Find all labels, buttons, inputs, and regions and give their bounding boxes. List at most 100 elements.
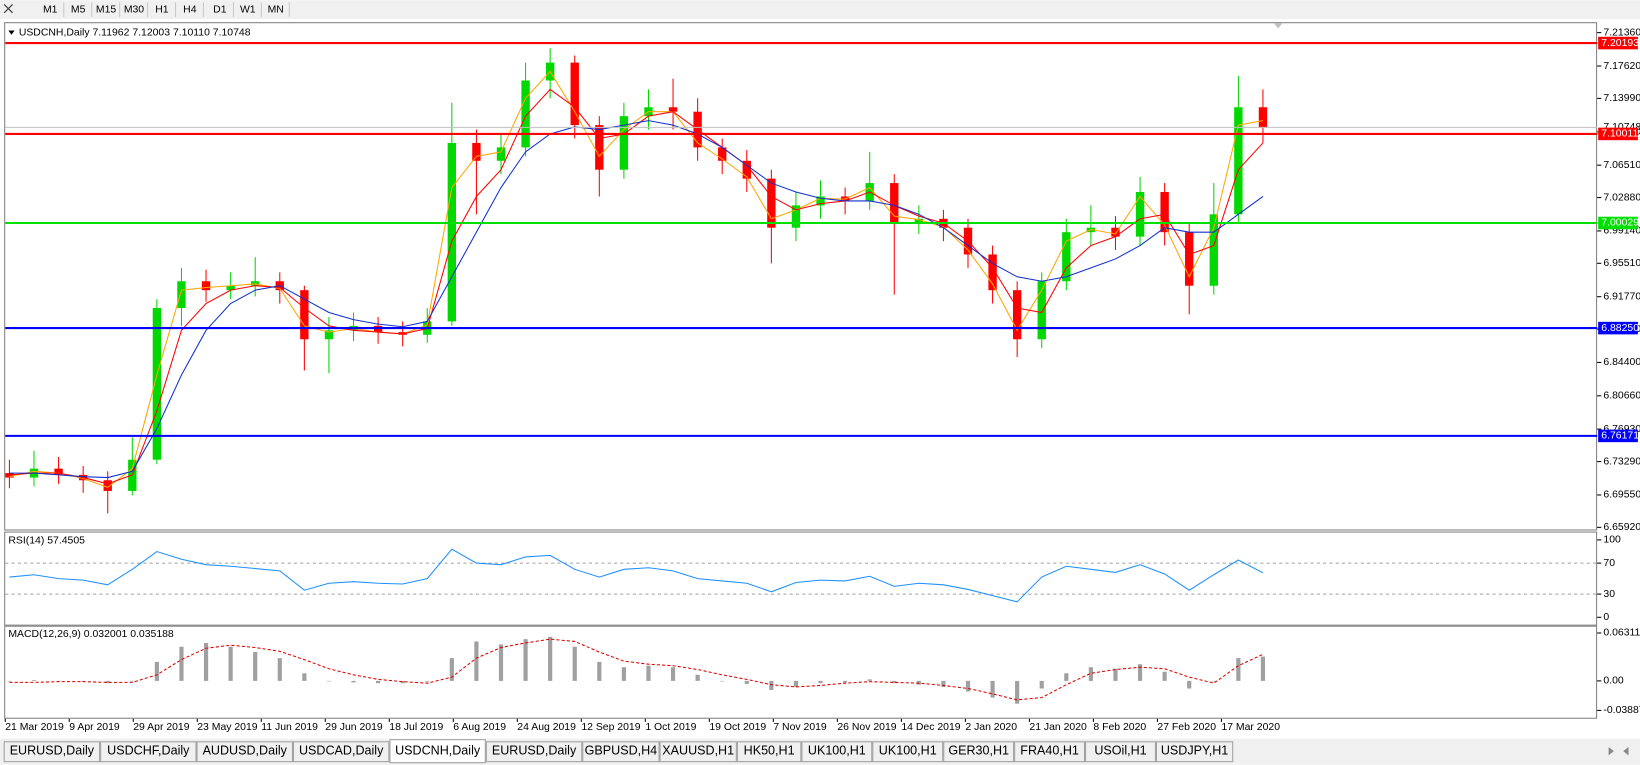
candle-body xyxy=(447,142,457,322)
timeframe-button[interactable]: H4 xyxy=(183,4,197,15)
tab-label[interactable]: USDJPY,H1 xyxy=(1161,743,1228,757)
macd-bar xyxy=(941,680,946,687)
tab[interactable] xyxy=(736,741,802,763)
macd-bar xyxy=(351,680,356,683)
tab[interactable] xyxy=(485,741,583,763)
timeframe-button[interactable]: M1 xyxy=(43,4,58,15)
level-label-box xyxy=(1598,127,1638,141)
macd-bar xyxy=(720,680,725,682)
tab[interactable] xyxy=(1155,741,1234,763)
shift-marker xyxy=(1273,23,1283,29)
x-tick-label: 7 Nov 2019 xyxy=(773,722,827,733)
y-tick-label: 6.84400 xyxy=(1603,357,1640,368)
timeframe-button[interactable]: MN xyxy=(268,4,284,15)
macd-bar xyxy=(1162,671,1167,681)
tab-scroll[interactable] xyxy=(1608,747,1629,756)
timeframe-button[interactable]: D1 xyxy=(213,4,227,15)
macd-bar xyxy=(31,680,37,681)
macd-bar xyxy=(1113,668,1118,681)
macd-bar xyxy=(1064,673,1069,681)
timeframe-button[interactable]: M5 xyxy=(71,4,86,15)
macd-bar xyxy=(1211,680,1216,682)
moving-average xyxy=(9,88,1264,485)
tab-label[interactable]: AUDUSD,Daily xyxy=(203,743,288,757)
tab-label[interactable]: UK100,H1 xyxy=(808,743,866,757)
level-label: 6.76171 xyxy=(1601,431,1639,442)
macd-bar xyxy=(253,652,258,681)
macd-bar xyxy=(130,680,135,682)
tab-label[interactable]: USOil,H1 xyxy=(1094,743,1146,757)
tab-label[interactable]: GBPUSD,H4 xyxy=(585,743,658,757)
tab-label[interactable]: EURUSD,Daily xyxy=(492,743,577,757)
candle-body xyxy=(1135,192,1145,237)
y-tick-label: 30 xyxy=(1603,589,1615,600)
moving-average xyxy=(9,70,1264,488)
macd-bar xyxy=(548,636,553,681)
y-tick-label: 7.21360 xyxy=(1603,27,1640,38)
tab-label[interactable]: USDCAD,Daily xyxy=(299,743,384,757)
macd-bar xyxy=(523,639,528,681)
x-tick-label: 27 Feb 2020 xyxy=(1157,722,1216,733)
y-tick-label: 6.73290 xyxy=(1603,456,1640,467)
tab-label[interactable]: XAUUSD,H1 xyxy=(662,743,734,757)
candle-body xyxy=(619,116,629,170)
candle-body xyxy=(177,281,186,309)
timeframe-button[interactable]: H1 xyxy=(155,4,169,15)
candle-body xyxy=(201,281,211,291)
tab[interactable] xyxy=(582,741,660,763)
candle-body xyxy=(324,330,334,340)
tab[interactable] xyxy=(1085,741,1156,763)
macd-bar xyxy=(425,680,430,682)
timeframe-button[interactable]: W1 xyxy=(240,4,256,15)
y-tick-label: 7.02880 xyxy=(1603,192,1640,203)
macd-bar xyxy=(400,680,405,684)
x-tick-label: 24 Aug 2019 xyxy=(517,722,576,733)
candle-body xyxy=(1012,290,1022,340)
candle-body xyxy=(103,480,112,491)
tab-label[interactable]: HK50,H1 xyxy=(744,743,795,757)
y-tick-label: 6.99140 xyxy=(1603,226,1640,237)
candle-body xyxy=(5,473,14,478)
tab-label[interactable]: GER30,H1 xyxy=(948,743,1009,757)
tab[interactable] xyxy=(872,741,944,763)
toolbar xyxy=(0,0,1640,20)
tab-label[interactable]: USDCHF,Daily xyxy=(107,743,190,757)
candle-body xyxy=(595,125,604,170)
tab[interactable] xyxy=(943,741,1015,763)
x-tick-label: 6 Aug 2019 xyxy=(453,722,506,733)
tab[interactable] xyxy=(100,741,197,763)
y-tick-label: 0.00 xyxy=(1603,676,1624,687)
tab-label[interactable]: FRA40,H1 xyxy=(1020,743,1079,757)
tab-label[interactable]: EURUSD,Daily xyxy=(10,743,95,757)
x-tick-label: 18 Jul 2019 xyxy=(389,722,443,733)
y-tick-label: 0 xyxy=(1603,612,1609,623)
macd-bar xyxy=(228,646,233,681)
x-tick-label: 2 Jan 2020 xyxy=(965,722,1017,733)
tab[interactable] xyxy=(1014,741,1086,763)
candle-body xyxy=(1160,192,1169,233)
tab[interactable] xyxy=(659,741,737,763)
candle-body xyxy=(890,183,899,224)
tab-label[interactable]: UK100,H1 xyxy=(879,743,937,757)
x-tick-label: 11 Jun 2019 xyxy=(261,722,318,733)
y-tick-label: 0.063113 xyxy=(1603,628,1640,639)
macd-bar xyxy=(744,680,749,684)
tab[interactable] xyxy=(196,741,293,763)
macd-bar xyxy=(818,680,823,684)
tab[interactable] xyxy=(389,739,486,764)
macd-bar xyxy=(867,679,872,681)
tab-label[interactable]: USDCNH,Daily xyxy=(395,743,481,757)
tab[interactable] xyxy=(292,741,390,763)
macd-bar xyxy=(376,680,381,684)
tab[interactable] xyxy=(3,741,101,763)
macd-bar xyxy=(892,680,897,684)
timeframe-button[interactable]: M15 xyxy=(96,4,116,15)
candle-body xyxy=(988,254,997,291)
timeframe-button[interactable]: M30 xyxy=(124,4,144,15)
y-tick-label: 6.80660 xyxy=(1603,391,1640,402)
rsi-panel xyxy=(4,531,1598,626)
tab[interactable] xyxy=(801,741,873,763)
macd-bar xyxy=(179,646,184,681)
